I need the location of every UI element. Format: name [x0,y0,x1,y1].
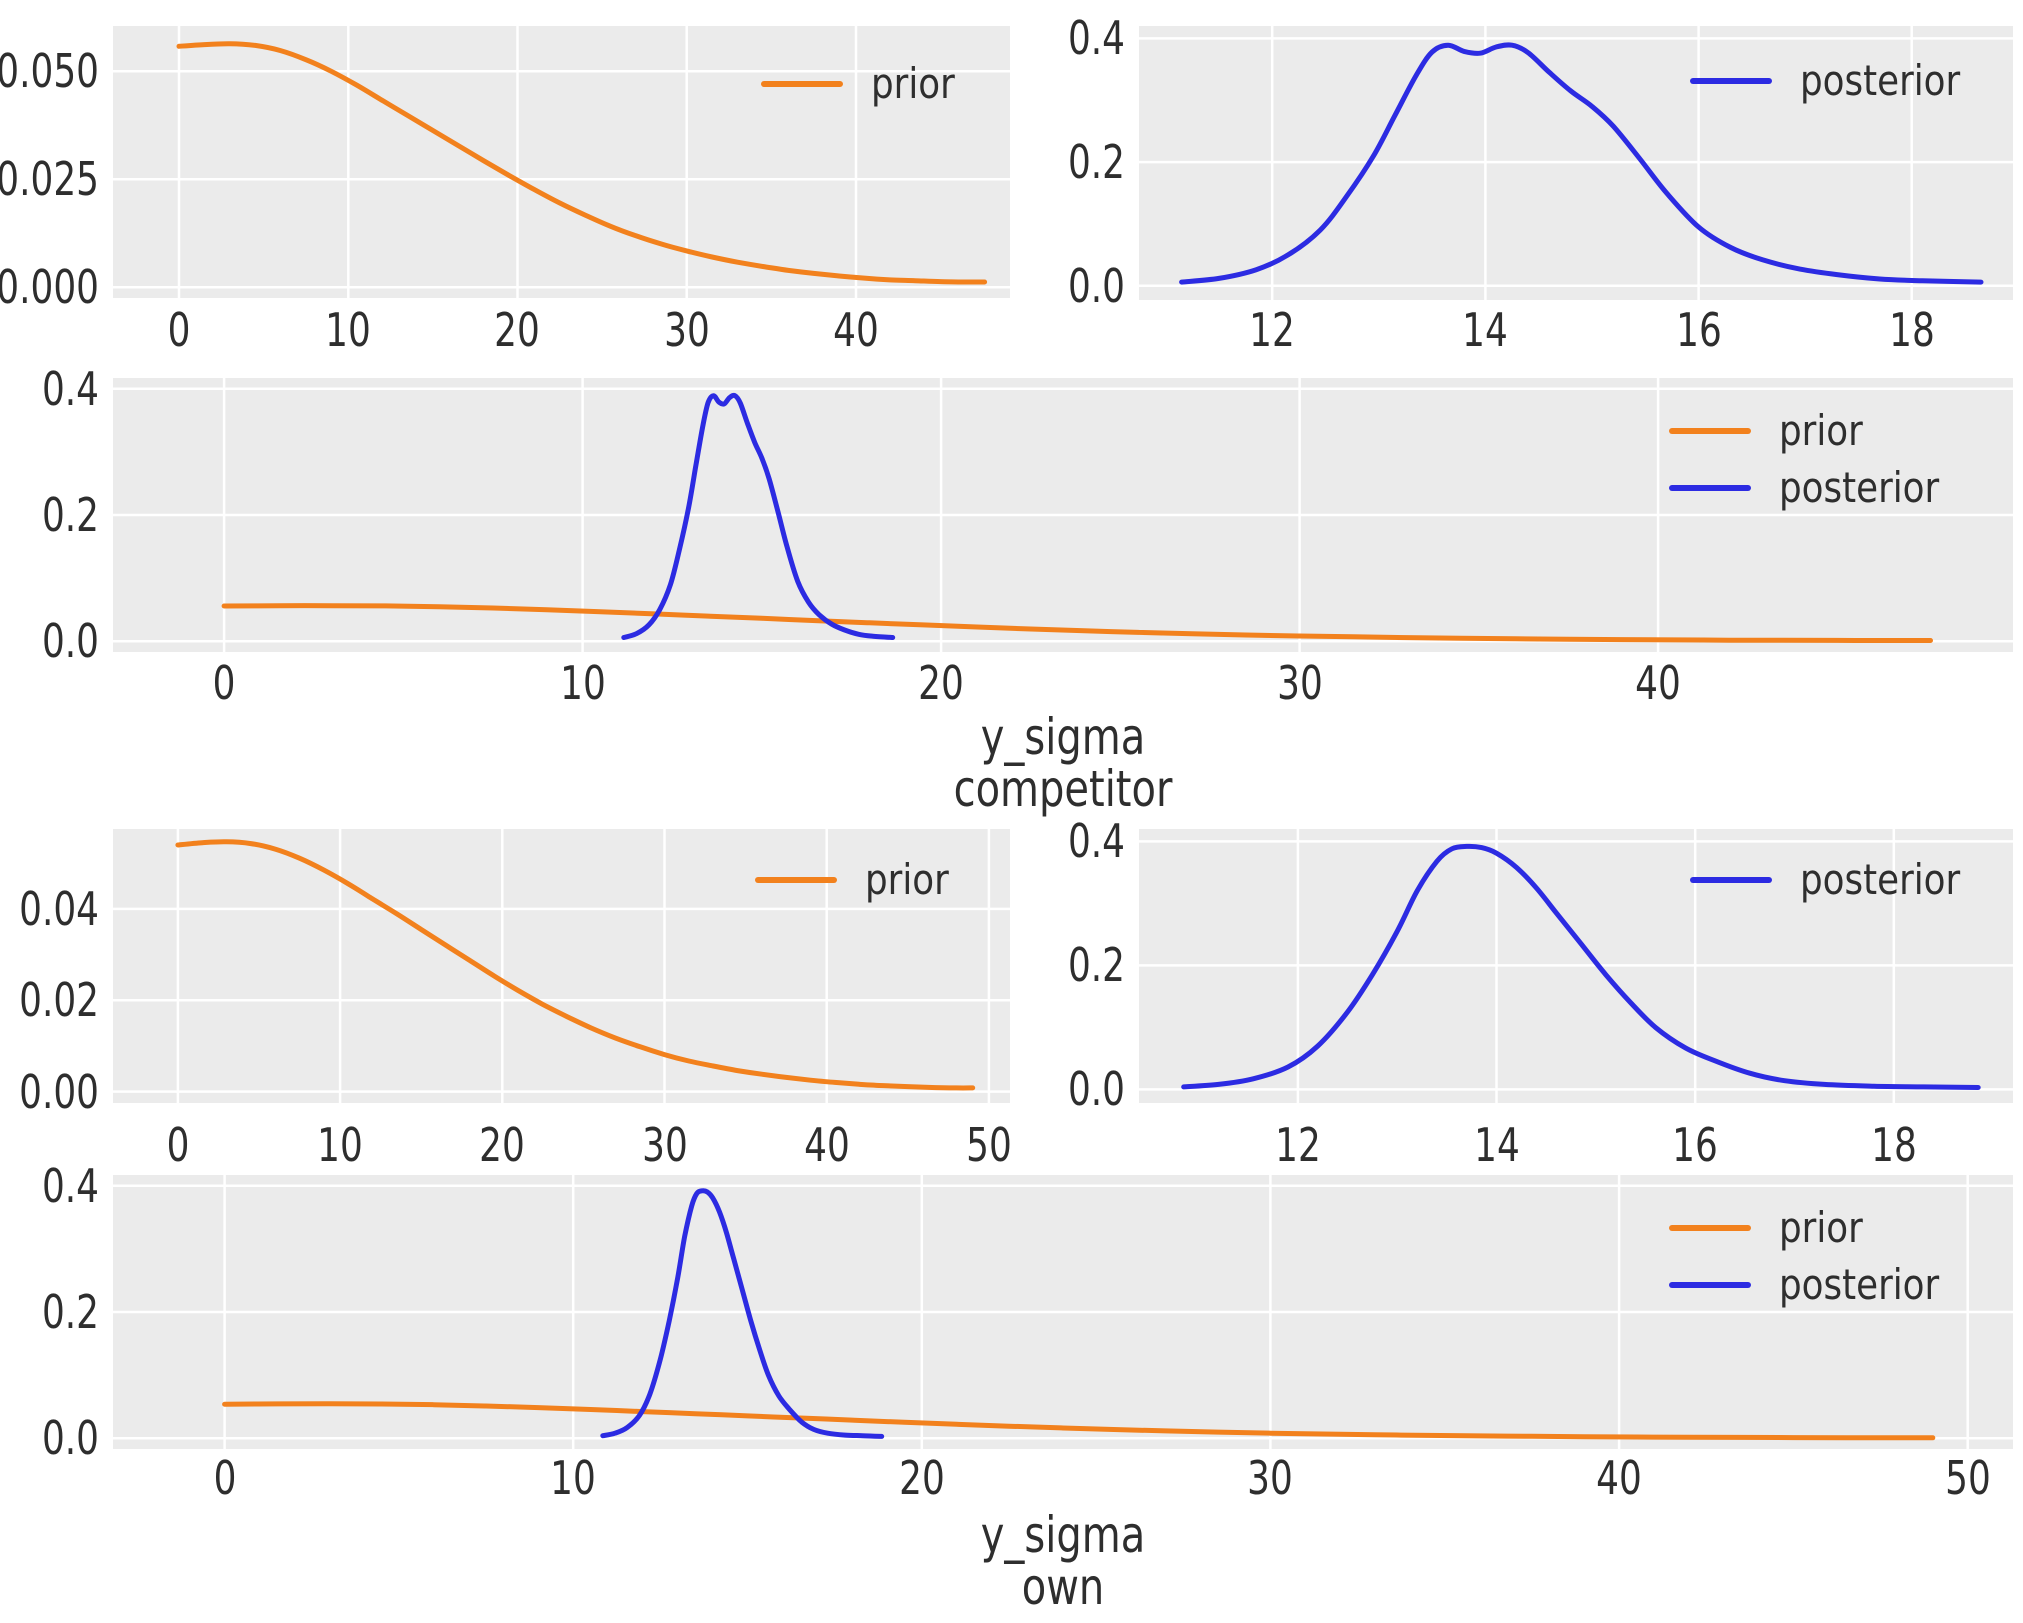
series-line-prior [222,1401,1936,1441]
y-tick-label: 0.02 [19,973,99,1028]
x-tick-label: 40 [1635,656,1681,710]
x-tick-label: 14 [1473,1118,1520,1172]
x-tick-label: 20 [918,656,964,710]
legend-label: prior [1778,405,1863,455]
subplot-own-joint [113,1175,2013,1449]
x-tick-label: 16 [1675,303,1722,357]
x-tick-label: 0 [166,1118,190,1172]
y-tick-label: 0.4 [1067,11,1125,66]
x-tick-label: 20 [479,1118,526,1172]
x-tick-label: 20 [898,1451,945,1505]
legend: prior [755,851,964,908]
x-tick-label: 16 [1672,1118,1719,1172]
x-tick-label: 0 [212,656,236,710]
y-tick-label: 0.2 [41,1285,99,1339]
subplot-competitor-prior-marginal [113,26,1010,298]
subplot-own-posterior-marginal [1139,829,2013,1103]
legend: prior posterior [1668,1199,1967,1313]
y-tick-label: 0.2 [1067,135,1125,190]
y-tick-label: 0.4 [41,1158,99,1213]
legend-entry-prior: prior [755,851,964,908]
legend-line-sample [1668,484,1751,491]
x-axis-label-competitor-line1: y_sigma [980,708,1146,766]
x-tick-label: 14 [1462,303,1509,357]
series-line-prior [221,603,1933,643]
legend: prior [761,55,970,112]
series-line-prior [175,839,976,1091]
legend-entry-posterior: posterior [1668,459,1967,516]
y-tick-label: 0.000 [0,260,99,315]
legend-line-sample [1668,427,1751,434]
legend-label: prior [865,854,950,904]
y-tick-label: 0.0 [41,614,99,669]
x-tick-label: 20 [494,303,541,357]
legend-entry-posterior: posterior [1668,1256,1967,1313]
legend-entry-prior: prior [1668,1199,1878,1256]
y-tick-label: 0.4 [1067,814,1125,869]
legend-entry-prior: prior [1668,402,1878,459]
legend-line-sample [755,876,838,883]
y-tick-label: 0.04 [19,881,99,936]
legend-line-sample [1689,876,1772,883]
subplot-competitor-posterior-marginal [1139,26,2013,300]
subplot-competitor-joint [113,378,2013,652]
y-tick-label: 0.050 [0,44,99,99]
legend-label: posterior [1778,462,1939,512]
series-line-posterior [600,1188,885,1439]
legend-label: posterior [1799,55,1960,105]
x-tick-label: 10 [550,1451,597,1505]
series-line-posterior [1179,42,1984,285]
x-tick-label: 40 [1596,1451,1642,1505]
x-tick-label: 40 [803,1118,850,1172]
x-tick-label: 18 [1870,1118,1917,1172]
x-axis-label-own-line1: y_sigma [980,1506,1146,1564]
legend-label: posterior [1778,1259,1939,1309]
x-tick-label: 50 [966,1118,1012,1172]
x-tick-label: 30 [663,303,710,357]
series-line-posterior [1181,843,1981,1090]
x-tick-label: 30 [1247,1451,1294,1505]
legend: posterior [1689,851,1988,908]
legend-entry-posterior: posterior [1689,851,1988,908]
y-tick-label: 0.4 [41,361,99,416]
y-tick-label: 0.2 [1067,938,1125,993]
x-tick-label: 10 [559,656,606,710]
legend-line-sample [1668,1281,1751,1288]
x-axis-label-own-line2: own [1021,1558,1105,1616]
x-tick-label: 18 [1888,303,1935,357]
legend-entry-posterior: posterior [1689,52,1988,109]
x-tick-label: 0 [213,1451,236,1505]
x-tick-label: 30 [641,1118,688,1172]
y-tick-label: 0.2 [41,488,99,542]
x-tick-label: 30 [1276,656,1323,710]
legend-line-sample [1689,77,1772,84]
legend: prior posterior [1668,402,1967,516]
x-tick-label: 12 [1249,303,1296,357]
y-tick-label: 0.0 [1067,258,1125,313]
series-line-posterior [621,392,896,640]
x-tick-label: 10 [325,303,372,357]
x-tick-label: 0 [167,303,191,357]
subplot-own-prior-marginal [113,829,1010,1103]
legend-entry-prior: prior [761,55,970,112]
y-tick-label: 0.0 [1067,1062,1125,1117]
legend-label: prior [1778,1202,1863,1252]
legend-label: prior [871,58,956,108]
series-line-prior [176,41,988,285]
x-tick-label: 40 [833,303,879,357]
legend-line-sample [761,80,844,87]
legend-line-sample [1668,1224,1751,1231]
x-tick-label: 50 [1944,1451,1991,1505]
y-tick-label: 0.025 [0,152,99,207]
y-tick-label: 0.00 [19,1064,99,1119]
legend-label: posterior [1799,854,1960,904]
legend: posterior [1689,52,1988,109]
x-tick-label: 12 [1275,1118,1321,1172]
x-tick-label: 10 [317,1118,363,1172]
y-tick-label: 0.0 [41,1411,99,1466]
x-axis-label-competitor-line2: competitor [953,760,1173,818]
